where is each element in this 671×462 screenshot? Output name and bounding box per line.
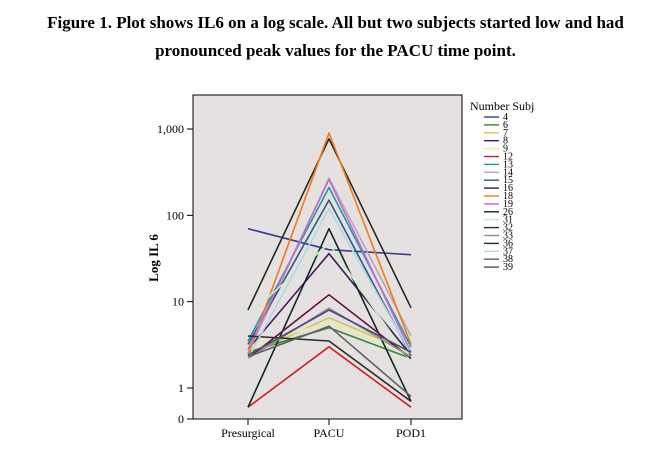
legend-label-39: 39	[503, 262, 513, 273]
x-tick-label: PACU	[314, 426, 345, 440]
series-line-6	[247, 326, 412, 360]
y-tick-label: 100	[166, 208, 184, 222]
legend-label-8: 8	[503, 136, 508, 147]
series-line-31	[247, 242, 412, 363]
y-tick-label: 10	[172, 295, 184, 309]
legend-label-36: 36	[503, 238, 513, 249]
series-line-38	[247, 325, 412, 398]
x-axis: Presurgical PACU POD1	[221, 419, 426, 440]
legend-label-4: 4	[503, 112, 508, 123]
series-line-33	[247, 307, 412, 360]
legend-label-9: 9	[503, 144, 508, 155]
legend-label-19: 19	[503, 199, 513, 210]
series-line-12	[247, 345, 412, 408]
series-line-37	[247, 207, 412, 359]
y-tick-label: 1	[178, 381, 184, 395]
plot-area	[192, 94, 463, 420]
legend-label-16: 16	[503, 183, 513, 194]
legend-label-15: 15	[503, 175, 513, 186]
legend-label-7: 7	[503, 128, 508, 139]
series-line-36	[247, 335, 412, 403]
y-tick-label: 1,000	[157, 122, 184, 136]
series-lines	[247, 132, 412, 408]
legend-title: Number Subj	[470, 99, 534, 113]
series-line-15	[247, 199, 412, 356]
figure-caption-line-2: pronounced peak values for the PACU time…	[155, 41, 516, 60]
legend-label-18: 18	[503, 191, 513, 202]
y-tick-label: 0	[178, 412, 184, 426]
series-line-26	[247, 227, 412, 408]
legend: Number Subj 4678912131415161819263132333…	[470, 99, 534, 273]
series-line-39	[247, 309, 412, 356]
x-tick-label: POD1	[396, 426, 426, 440]
legend-label-6: 6	[503, 120, 508, 131]
legend-label-12: 12	[503, 152, 513, 163]
legend-label-13: 13	[503, 159, 513, 170]
series-line-19	[247, 178, 412, 353]
legend-label-38: 38	[503, 254, 513, 265]
x-tick-label: Presurgical	[221, 426, 275, 440]
series-line-16	[247, 138, 412, 311]
legend-label-31: 31	[503, 215, 513, 226]
legend-label-14: 14	[503, 167, 513, 178]
y-axis: 0 1 10 100 1,000	[157, 95, 194, 426]
legend-label-32: 32	[503, 223, 513, 234]
figure-caption-line-1: Figure 1. Plot shows IL6 on a log scale.…	[47, 13, 624, 32]
legend-label-37: 37	[503, 246, 513, 257]
series-line-18	[247, 132, 412, 356]
y-axis-title: Log IL 6	[146, 234, 161, 282]
legend-label-33: 33	[503, 231, 513, 242]
legend-label-26: 26	[503, 207, 513, 218]
